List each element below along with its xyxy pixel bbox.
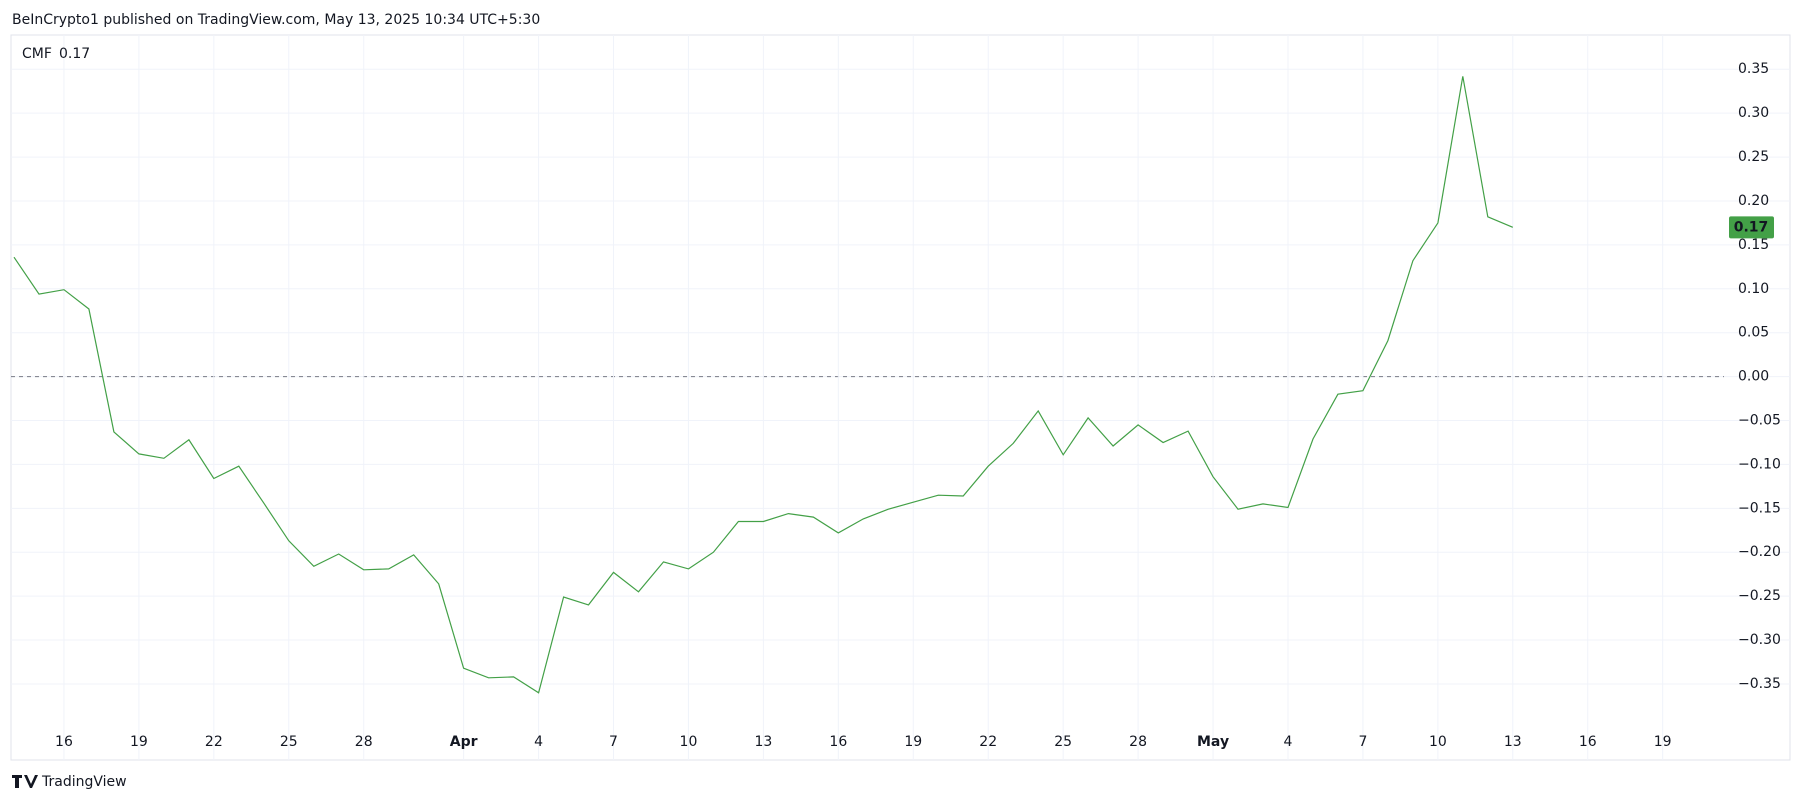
x-tick-label: 16 — [829, 734, 847, 750]
cmf-line — [13, 76, 1514, 694]
last-value-badge — [1729, 216, 1774, 239]
x-tick-label: 22 — [979, 734, 997, 750]
y-tick-label: −0.30 — [1738, 632, 1781, 648]
x-tick-label: 7 — [609, 734, 618, 750]
x-tick-label: 28 — [1129, 734, 1147, 750]
x-tick-label: 7 — [1358, 734, 1367, 750]
y-tick-label: −0.35 — [1738, 676, 1781, 692]
legend-value: 0.17 — [59, 46, 90, 62]
plot: 0.17 — [13, 76, 1774, 694]
x-tick-label: May — [1197, 734, 1229, 750]
x-tick-label: 16 — [55, 734, 73, 750]
y-tick-label: 0.30 — [1738, 105, 1769, 121]
y-tick-label: −0.25 — [1738, 588, 1781, 604]
x-tick-label: Apr — [450, 734, 478, 750]
y-tick-label: −0.20 — [1738, 544, 1781, 560]
x-tick-label: 19 — [1654, 734, 1672, 750]
y-tick-label: 0.10 — [1738, 281, 1769, 297]
legend-name: CMF — [22, 46, 52, 62]
y-tick-label: 0.00 — [1738, 369, 1769, 385]
y-tick-label: 0.15 — [1738, 237, 1769, 253]
y-tick-label: 0.20 — [1738, 193, 1769, 209]
x-tick-label: 19 — [130, 734, 148, 750]
y-tick-label: −0.15 — [1738, 500, 1781, 516]
y-tick-label: 0.05 — [1738, 325, 1769, 341]
x-tick-label: 28 — [355, 734, 373, 750]
x-tick-label: 25 — [1054, 734, 1072, 750]
publish-header: BeInCrypto1 published on TradingView.com… — [12, 12, 540, 28]
x-tick-label: 13 — [1504, 734, 1522, 750]
y-tick-label: −0.10 — [1738, 456, 1781, 472]
grid — [11, 35, 1790, 760]
x-tick-label: 19 — [904, 734, 922, 750]
x-tick-label: 22 — [205, 734, 223, 750]
x-tick-label: 16 — [1579, 734, 1597, 750]
x-tick-label: 10 — [680, 734, 698, 750]
footer-brand: TradingView — [41, 774, 127, 790]
x-tick-label: 4 — [534, 734, 543, 750]
tv-logo: TradingView — [12, 774, 127, 790]
last-value-label: 0.17 — [1734, 219, 1769, 235]
x-tick-label: 25 — [280, 734, 298, 750]
tv-logo-mark — [12, 775, 38, 788]
y-tick-label: 0.35 — [1738, 61, 1769, 77]
x-tick-label: 4 — [1284, 734, 1293, 750]
y-tick-label: −0.05 — [1738, 413, 1781, 429]
x-tick-label: 10 — [1429, 734, 1447, 750]
chart-frame — [10, 34, 1791, 761]
y-tick-label: 0.25 — [1738, 149, 1769, 165]
x-tick-label: 13 — [754, 734, 772, 750]
